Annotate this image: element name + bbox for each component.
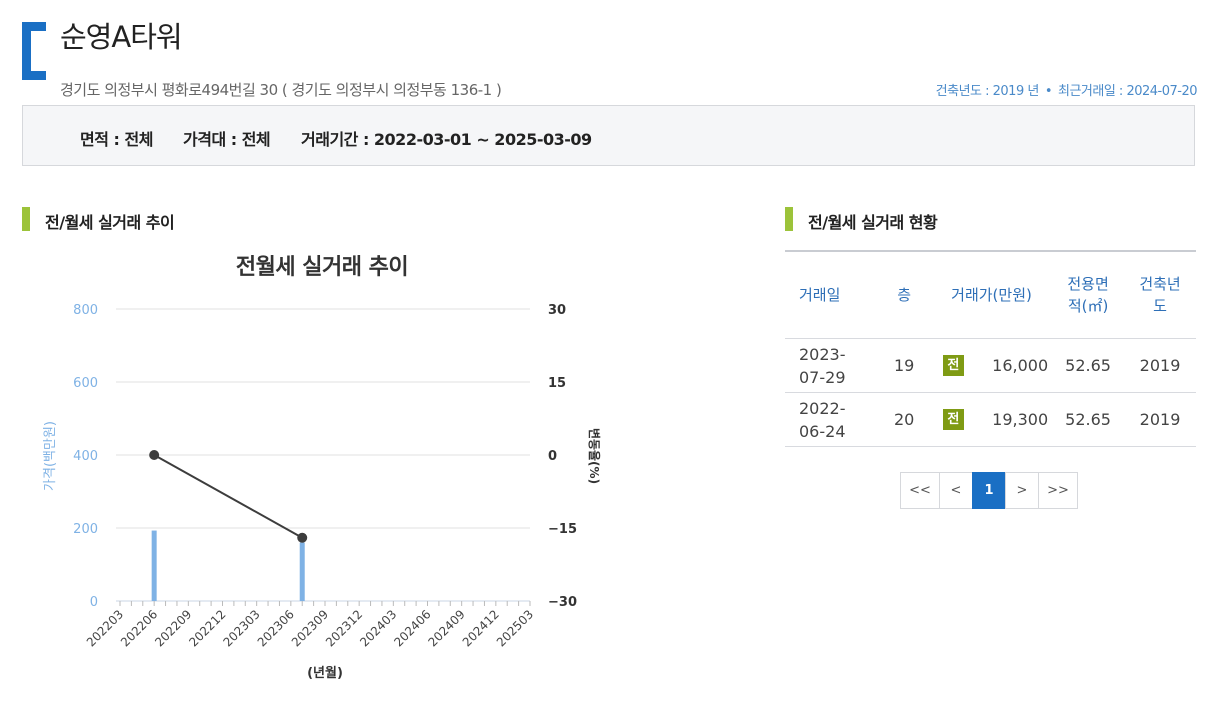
table-row[interactable]: 2022- 06-24 20 전 19,300 52.65 2019 [785, 392, 1196, 447]
cell-date: 2023- 07-29 [785, 338, 878, 393]
trend-line [153, 454, 303, 539]
page-next-button[interactable]: > [1005, 472, 1039, 509]
title-bracket-mark [22, 22, 46, 80]
y2-axis-label: 변동율(%) [587, 428, 602, 484]
cell-area: 52.65 [1052, 338, 1125, 393]
section-mark-left [22, 207, 30, 231]
x-tick-label: 202503 [494, 607, 536, 649]
trade-table: 거래일 층 거래가(만원) 전용면 적(㎡) 건축년 도 2023- 07-29 19… [785, 250, 1196, 447]
page-last-button[interactable]: >> [1038, 472, 1078, 509]
y2-tick-label: 0 [548, 449, 557, 464]
x-tick-label: 202412 [460, 607, 502, 649]
cell-date: 2022- 06-24 [785, 392, 878, 447]
chart-title: 전월세 실거래 추이 [235, 255, 409, 280]
x-tick-label: 202306 [255, 607, 297, 649]
x-axis-label: (년월) [307, 665, 343, 681]
trend-point [149, 450, 160, 460]
x-tick-label: 202203 [84, 607, 126, 649]
pagination: << < 1 > >> [900, 472, 1078, 509]
table-header-row: 거래일 층 거래가(만원) 전용면 적(㎡) 건축년 도 [785, 251, 1196, 339]
cell-area: 52.65 [1052, 392, 1125, 447]
col-header-floor: 층 [877, 251, 931, 339]
cell-year: 2019 [1124, 392, 1196, 447]
y2-tick-label: 15 [548, 376, 566, 391]
y-tick-label: 800 [73, 303, 98, 318]
building-meta: 건축년도 : 2019 년 • 최근거래일 : 2024-07-20 [935, 80, 1198, 99]
meta-separator: • [1044, 84, 1053, 99]
cell-price: 전 19,300 [930, 392, 1053, 447]
jeonse-badge: 전 [942, 355, 964, 376]
x-tick-label: 202309 [289, 607, 331, 649]
y-tick-label: 0 [90, 595, 98, 610]
bar [151, 530, 157, 601]
trend-chart: 0 200 400 600 800 −30 −15 0 15 30 가격(백만원) 변동율(%) (년월… [43, 303, 602, 681]
y-tick-label: 600 [73, 376, 98, 391]
jeonse-badge: 전 [942, 409, 964, 430]
cell-floor: 19 [877, 338, 931, 393]
x-tick-label: 202212 [186, 607, 228, 649]
y2-tick-label: 30 [548, 303, 566, 318]
table-row[interactable]: 2023- 07-29 19 전 16,000 52.65 2019 [785, 338, 1196, 393]
cell-year: 2019 [1124, 338, 1196, 393]
last-trade-date: 최근거래일 : 2024-07-20 [1058, 84, 1198, 99]
y-tick-label: 400 [73, 449, 98, 464]
building-address: 경기도 의정부시 평화로494번길 30 ( 경기도 의정부시 의정부동 136… [60, 81, 502, 99]
y-tick-label: 200 [73, 522, 98, 537]
x-tick-label: 202209 [152, 607, 194, 649]
section-mark-right [785, 207, 793, 231]
page-current-button[interactable]: 1 [972, 472, 1006, 509]
x-tick-label: 202403 [357, 607, 399, 649]
cell-floor: 20 [877, 392, 931, 447]
y2-tick-label: −15 [548, 522, 577, 537]
filter-area[interactable]: 면적 : 전체 [80, 130, 153, 149]
page-prev-button[interactable]: < [939, 472, 973, 509]
x-tick-label: 202409 [425, 607, 467, 649]
filter-bar: 면적 : 전체 가격대 : 전체 거래기간 : 2022-03-01 ~ 202… [22, 105, 1195, 166]
x-tick-label: 202303 [220, 607, 262, 649]
filter-price[interactable]: 가격대 : 전체 [183, 130, 271, 149]
bar [299, 542, 305, 601]
col-header-date: 거래일 [785, 251, 878, 339]
col-header-area: 전용면 적(㎡) [1052, 251, 1125, 339]
cell-price: 전 16,000 [930, 338, 1053, 393]
x-tick-label: 202312 [323, 607, 365, 649]
section-title-status: 전/월세 실거래 현황 [808, 213, 938, 232]
page-first-button[interactable]: << [900, 472, 940, 509]
col-header-year: 건축년 도 [1124, 251, 1196, 339]
x-tick-label: 202206 [118, 607, 160, 649]
section-title-trend: 전/월세 실거래 추이 [45, 213, 175, 232]
col-header-price: 거래가(만원) [930, 251, 1053, 339]
trend-point [297, 532, 308, 543]
x-tick-label: 202406 [391, 607, 433, 649]
y-axis-label: 가격(백만원) [43, 421, 58, 491]
build-year: 건축년도 : 2019 년 [935, 84, 1040, 99]
y2-tick-label: −30 [548, 595, 577, 610]
building-title: 순영A타워 [60, 20, 183, 54]
filter-period[interactable]: 거래기간 : 2022-03-01 ~ 2025-03-09 [301, 130, 592, 149]
